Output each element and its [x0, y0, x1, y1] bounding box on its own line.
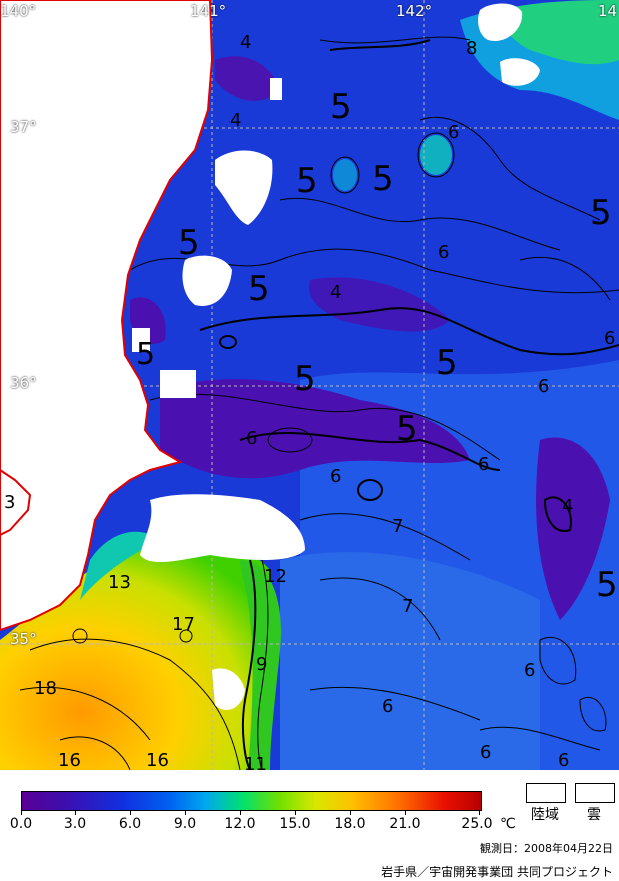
contour-label: 6 — [448, 122, 459, 143]
contour-label: 9 — [256, 654, 267, 675]
lat-label: 37° — [10, 118, 37, 136]
contour-label: 12 — [264, 566, 287, 587]
scale-label: 12.0 — [224, 816, 256, 832]
contour-label: 17 — [172, 614, 195, 635]
contour-label: 5 — [294, 359, 316, 399]
land-boso-tip — [0, 468, 32, 537]
contour-label: 18 — [34, 678, 57, 699]
contour-label: 4 — [562, 496, 573, 517]
cloud-legend-box — [575, 783, 615, 803]
scale-label: 18.0 — [334, 816, 366, 832]
cloud-legend-label: 雲 — [587, 807, 601, 823]
contour-label: 3 — [4, 492, 15, 513]
contour-label: 6 — [382, 696, 393, 717]
contour-label: 6 — [246, 428, 257, 449]
cold-region-1 — [160, 379, 470, 479]
contour-label: 13 — [108, 572, 131, 593]
scale-label: 9.0 — [173, 816, 197, 832]
contour-label: 5 — [590, 193, 612, 233]
warm-front-band — [240, 560, 281, 770]
contour-label: 6 — [558, 750, 569, 770]
contour-label: 5 — [330, 87, 352, 127]
contour-label: 6 — [438, 242, 449, 263]
contour-label: 6 — [478, 454, 489, 475]
scale-label: 21.0 — [389, 816, 421, 832]
contour-label: 8 — [466, 38, 477, 59]
contour-label: 16 — [58, 750, 81, 770]
scale-label: 3.0 — [63, 816, 87, 832]
warm-eddy-1 — [420, 135, 452, 175]
contour-label: 5 — [178, 223, 200, 263]
contour-label: 5 — [396, 409, 418, 449]
scale-label: 6.0 — [118, 816, 142, 832]
contour-label: 6 — [538, 376, 549, 397]
sst-map: 4 4 5 5 5 5 5 5 5 5 5 5 6 6 6 6 6 6 6 6 … — [0, 0, 619, 770]
scale-label: 25.0 — [461, 816, 493, 832]
cold-region-2 — [309, 277, 450, 332]
contour-label: 6 — [330, 466, 341, 487]
scale-label: 0.0 — [9, 816, 33, 832]
contour-label: 4 — [330, 282, 341, 303]
warm-northeast-core — [500, 0, 619, 65]
land-legend-label: 陸域 — [531, 807, 559, 823]
lat-label: 36° — [10, 374, 37, 392]
contour-label: 5 — [372, 159, 394, 199]
contour-label: 4 — [230, 110, 241, 131]
contour-label: 6 — [524, 660, 535, 681]
scale-unit: ℃ — [500, 816, 516, 832]
contour-label: 4 — [240, 32, 251, 53]
contour-label: 6 — [604, 328, 615, 349]
contour-label: 16 — [146, 750, 169, 770]
contour-label: 5 — [596, 565, 618, 605]
cold-region-3 — [215, 56, 280, 101]
contour-label: 6 — [480, 742, 491, 763]
contour-label: 5 — [248, 269, 270, 309]
contour-label: 5 — [136, 337, 155, 372]
contour-label: 7 — [392, 516, 403, 537]
contour-label: 11 — [244, 754, 267, 770]
warm-eddy-2 — [333, 159, 357, 191]
lon-label: 14 — [598, 2, 618, 20]
land-honshu — [0, 0, 214, 632]
contour-label: 5 — [436, 343, 458, 383]
observation-date: 観測日：2008年04月22日 — [480, 842, 613, 855]
lon-label: 142° — [396, 2, 433, 20]
cold-region-4 — [536, 437, 610, 620]
cloud-areas — [132, 3, 540, 710]
coastal-cyan-band — [80, 531, 160, 600]
scale-label: 15.0 — [279, 816, 311, 832]
contour-label: 7 — [402, 596, 413, 617]
land-legend-box — [526, 783, 566, 803]
lat-label: 35° — [10, 630, 37, 648]
lon-label: 141° — [190, 2, 227, 20]
contour-label: 5 — [296, 161, 318, 201]
credit-text: 岩手県／宇宙開発事業団 共同プロジェクト — [381, 865, 613, 879]
ocean-southeast-region — [280, 552, 540, 770]
color-scale-bar — [21, 791, 482, 811]
lon-label: 140° — [0, 2, 37, 20]
